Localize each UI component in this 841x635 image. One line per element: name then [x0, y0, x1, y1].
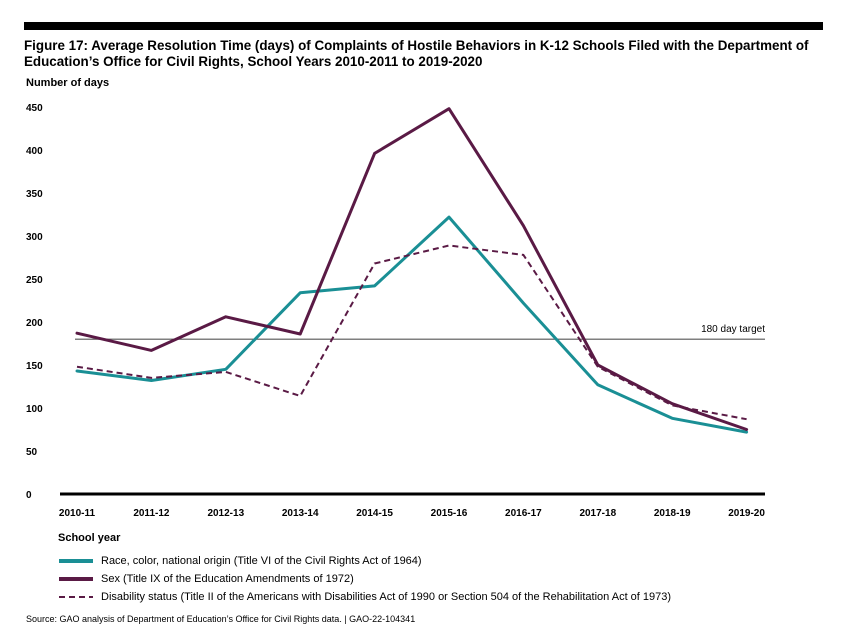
x-tick-label: 2017-18 — [579, 508, 616, 519]
x-tick-label: 2015-16 — [431, 508, 468, 519]
x-tick-label: 2016-17 — [505, 508, 542, 519]
y-tick-label: 400 — [26, 146, 43, 157]
x-tick-label: 2010-11 — [59, 508, 96, 519]
x-tick-label: 2012-13 — [207, 508, 244, 519]
y-axis-label: Number of days — [26, 77, 110, 89]
legend-label: Race, color, national origin (Title VI o… — [101, 555, 422, 567]
series-line-disability — [76, 244, 747, 421]
y-tick-label: 350 — [26, 189, 43, 200]
x-tick-label: 2014-15 — [356, 508, 393, 519]
reference-line-label: 180 day target — [701, 324, 765, 335]
y-tick-label: 450 — [26, 103, 43, 114]
figure-title: Figure 17: Average Resolution Time (days… — [24, 38, 809, 69]
series-line-race — [75, 215, 749, 434]
legend-label: Disability status (Title II of the Ameri… — [101, 591, 672, 603]
source-note: Source: GAO analysis of Department of Ed… — [26, 614, 416, 624]
y-tick-label: 0 — [26, 490, 32, 501]
y-tick-label: 150 — [26, 361, 43, 372]
y-tick-label: 100 — [26, 404, 43, 415]
y-tick-label: 200 — [26, 318, 43, 329]
x-tick-label: 2019-20 — [728, 508, 765, 519]
legend-swatch — [59, 596, 93, 598]
y-tick-label: 250 — [26, 275, 43, 286]
x-tick-label: 2018-19 — [654, 508, 691, 519]
legend-label: Sex (Title IX of the Education Amendment… — [101, 573, 354, 585]
x-tick-label: 2013-14 — [282, 508, 319, 519]
x-tick-label: 2011-12 — [133, 508, 170, 519]
x-axis-label: School year — [58, 532, 121, 544]
y-tick-label: 50 — [26, 447, 38, 458]
legend-swatch — [59, 559, 93, 563]
y-tick-label: 300 — [26, 232, 43, 243]
legend-swatch — [59, 577, 93, 581]
header-rule — [24, 22, 823, 30]
series-line-sex — [75, 107, 749, 431]
